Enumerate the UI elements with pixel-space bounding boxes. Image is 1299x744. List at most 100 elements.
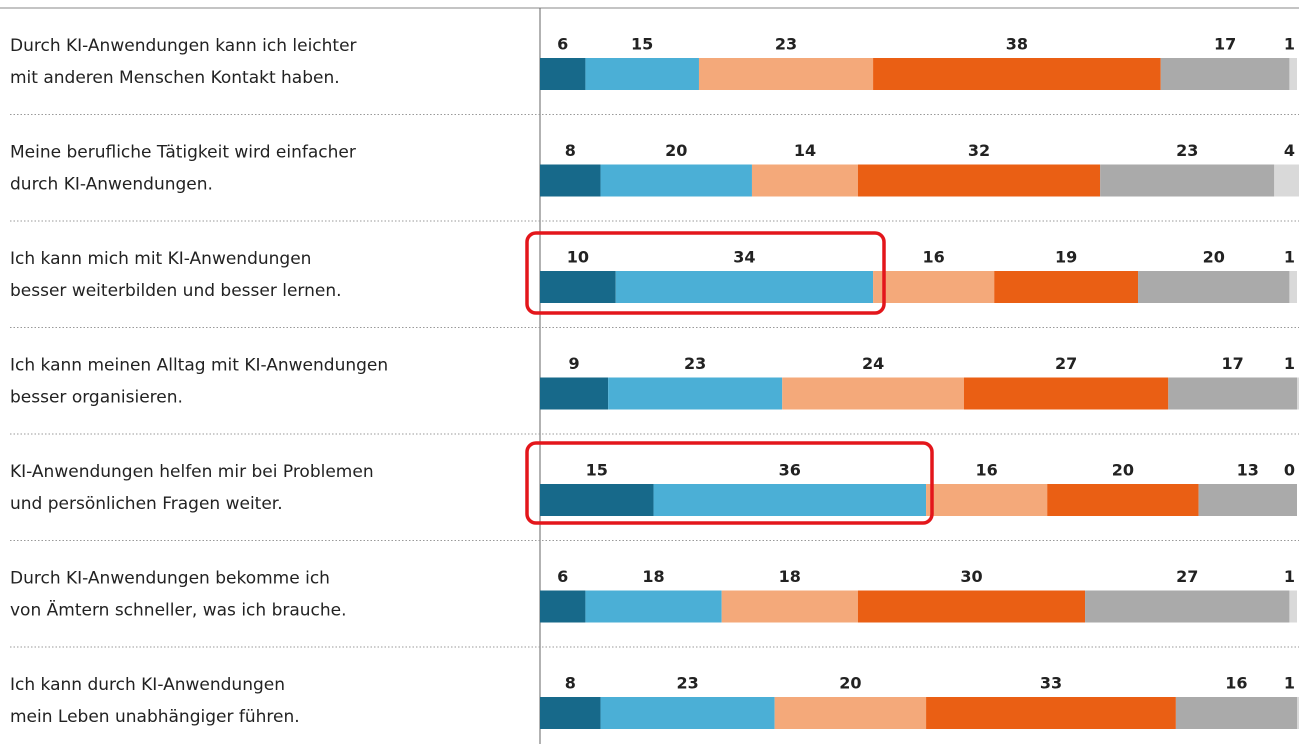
bar-segment [1289,271,1297,303]
bar-segment [1047,484,1199,516]
category-label: Meine berufliche Tätigkeit wird einfache… [10,143,356,163]
value-label: 14 [794,141,816,160]
value-label: 19 [1055,248,1077,267]
value-label: 23 [684,354,706,373]
value-label: 8 [565,141,576,160]
bar-segment [540,484,654,516]
value-label: 20 [665,141,687,160]
bar-segment [1160,58,1290,90]
bars [540,58,1299,729]
value-label: 1 [1284,354,1295,373]
bar-segment [1175,697,1297,729]
bar-segment [857,590,1086,623]
value-label: 16 [923,248,945,267]
value-label: 24 [862,354,884,373]
bar-segment [1297,377,1299,410]
bar-segment [873,271,995,303]
category-label: von Ämtern schneller, was ich brauche. [10,600,347,621]
bar-segment [1100,164,1275,197]
bar-segment [1297,697,1299,729]
highlight-box [525,231,886,315]
category-label: besser weiterbilden und besser lernen. [10,281,342,301]
value-label: 32 [968,141,990,160]
value-label: 9 [568,354,579,373]
bar-segment [1138,271,1290,303]
bar-segment [1289,590,1297,623]
value-label: 8 [565,674,576,693]
value-label: 38 [1006,35,1028,54]
bar-segment [782,377,964,410]
category-label: Ich kann mich mit KI-Anwendungen [10,249,311,269]
value-label: 15 [586,461,608,480]
value-label: 20 [1203,248,1225,267]
value-label: 36 [779,461,801,480]
value-label: 20 [839,674,861,693]
value-label: 0 [1284,461,1295,480]
bar-segment [585,58,699,90]
value-label: 1 [1284,248,1295,267]
bar-segment [1198,484,1297,516]
bar-segment [540,271,616,303]
category-label: Ich kann meinen Alltag mit KI-Anwendunge… [10,356,388,376]
value-label: 27 [1055,354,1077,373]
value-label: 30 [960,567,982,586]
bar-segment [873,58,1161,90]
category-label: besser organisieren. [10,388,183,408]
value-label: 6 [557,567,568,586]
value-label: 4 [1284,141,1295,160]
category-label: Durch KI-Anwendungen kann ich leichter [10,36,357,56]
bar-segment [994,271,1139,303]
value-label: 17 [1222,354,1244,373]
bar-segment [585,590,722,623]
value-label: 16 [1225,674,1247,693]
value-label: 17 [1214,35,1236,54]
value-label: 18 [642,567,664,586]
value-label: 1 [1284,674,1295,693]
bar-segment [721,590,858,623]
bar-segment [751,164,858,197]
bar-segment [698,58,874,90]
bar-segment [1168,377,1297,410]
bar-segment [615,271,874,303]
bar-segment [926,484,1048,516]
bar-segment [1274,164,1299,197]
value-label: 23 [775,35,797,54]
value-label: 16 [975,461,997,480]
bar-segment [926,697,1176,729]
value-label: 33 [1040,674,1062,693]
bar-segment [608,377,783,410]
value-label: 23 [1176,141,1198,160]
highlight-box [525,441,934,525]
value-label: 18 [779,567,801,586]
bar-segment [540,377,609,410]
bar-segment [540,58,586,90]
bar-segment [1085,590,1290,623]
category-label: und persönlichen Fragen weiter. [10,494,283,514]
bar-segment [963,377,1169,410]
category-label: mit anderen Menschen Kontakt haben. [10,68,340,88]
category-label: durch KI-Anwendungen. [10,175,213,195]
value-label: 23 [676,674,698,693]
bar-segment [774,697,927,729]
bar-segment [540,697,601,729]
value-label: 6 [557,35,568,54]
bar-segment [600,164,752,197]
bar-segment [653,484,927,516]
value-label: 15 [631,35,653,54]
value-label: 13 [1237,461,1259,480]
value-label: 1 [1284,567,1295,586]
category-label: Ich kann durch KI-Anwendungen [10,675,285,695]
bar-segment [600,697,775,729]
value-label: 1 [1284,35,1295,54]
value-label: 34 [733,248,755,267]
category-label: Durch KI-Anwendungen bekomme ich [10,569,330,589]
value-label: 27 [1176,567,1198,586]
bar-segment [540,590,586,623]
category-label: mein Leben unabhängiger führen. [10,707,300,727]
bar-segment [540,164,601,197]
category-label: KI-Anwendungen helfen mir bei Problemen [10,462,374,482]
bar-segment [857,164,1101,197]
bar-segment [1289,58,1297,90]
value-label: 20 [1112,461,1134,480]
